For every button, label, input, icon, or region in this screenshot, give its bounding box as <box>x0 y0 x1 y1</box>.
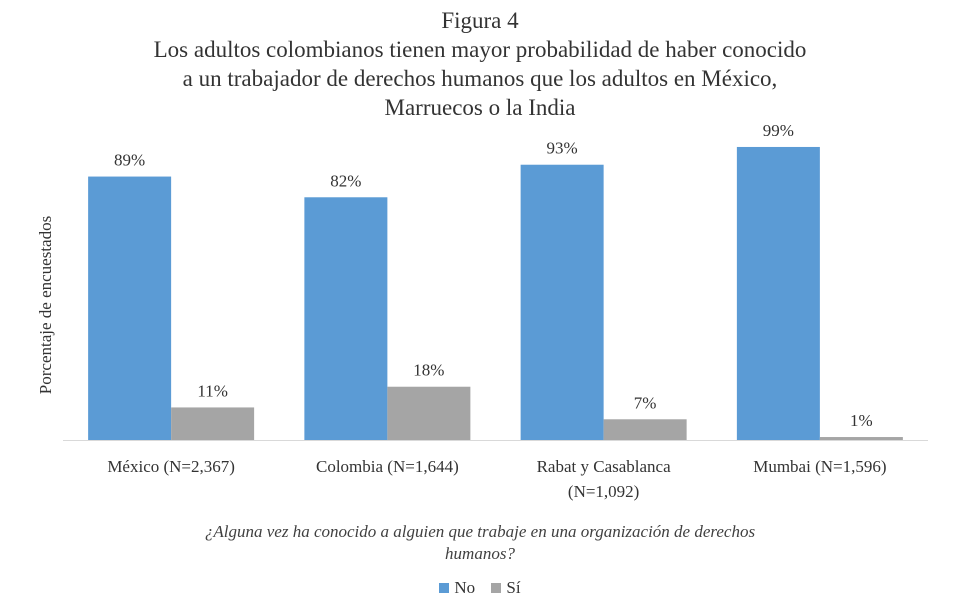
data-label-no-1: 82% <box>330 171 361 190</box>
bar-no-2 <box>520 164 604 440</box>
data-label-si-3: 1% <box>850 411 873 430</box>
chart-title-block: Figura 4 Los adultos colombianos tienen … <box>0 6 960 122</box>
x-tick-label-2-line-2: (N=1,092) <box>568 482 639 501</box>
bar-si-0 <box>171 407 255 440</box>
x-axis-question-line-1: ¿Alguna vez ha conocido a alguien que tr… <box>204 522 756 541</box>
bar-no-0 <box>88 176 172 440</box>
x-tick-label-1: Colombia (N=1,644) <box>316 457 459 476</box>
legend-swatch-no <box>439 583 450 593</box>
y-axis-label: Porcentaje de encuestados <box>36 216 55 394</box>
data-label-no-0: 89% <box>114 151 145 170</box>
figure-label: Figura 4 <box>441 8 519 33</box>
data-label-si-0: 11% <box>197 381 228 400</box>
legend-swatch-si <box>491 583 502 593</box>
chart-title-line-3: Marruecos o la India <box>384 95 576 120</box>
legend-item-si: Sí <box>491 578 521 598</box>
bars-group: 89% 11% 82% 18% 93% 7% 99% 1% <box>88 121 903 440</box>
x-tick-label-2: Rabat y Casablanca <box>537 457 672 476</box>
legend-label-si: Sí <box>506 578 521 597</box>
data-label-no-3: 99% <box>763 121 794 140</box>
x-tick-label-3: Mumbai (N=1,596) <box>753 457 886 476</box>
x-tick-labels: México (N=2,367) Colombia (N=1,644) Rabat … <box>107 457 886 501</box>
legend-label-no: No <box>454 578 476 597</box>
legend-item-no: No <box>439 578 475 598</box>
data-label-no-2: 93% <box>547 139 578 158</box>
bar-si-1 <box>387 386 471 440</box>
chart-title-line-1: Los adultos colombianos tienen mayor pro… <box>153 37 807 62</box>
bar-no-3 <box>736 146 820 440</box>
x-axis-question-line-2: humanos? <box>445 544 515 563</box>
x-tick-label-0: México (N=2,367) <box>107 457 235 476</box>
bar-si-2 <box>603 419 687 440</box>
data-label-si-2: 7% <box>634 393 657 412</box>
legend: No Sí <box>0 578 960 598</box>
chart-title-line-2: a un trabajador de derechos humanos que … <box>182 66 778 91</box>
bar-si-3 <box>819 437 903 440</box>
bar-no-1 <box>304 197 388 440</box>
data-label-si-1: 18% <box>413 361 444 380</box>
x-axis-question: ¿Alguna vez ha conocido a alguien que tr… <box>0 521 960 565</box>
